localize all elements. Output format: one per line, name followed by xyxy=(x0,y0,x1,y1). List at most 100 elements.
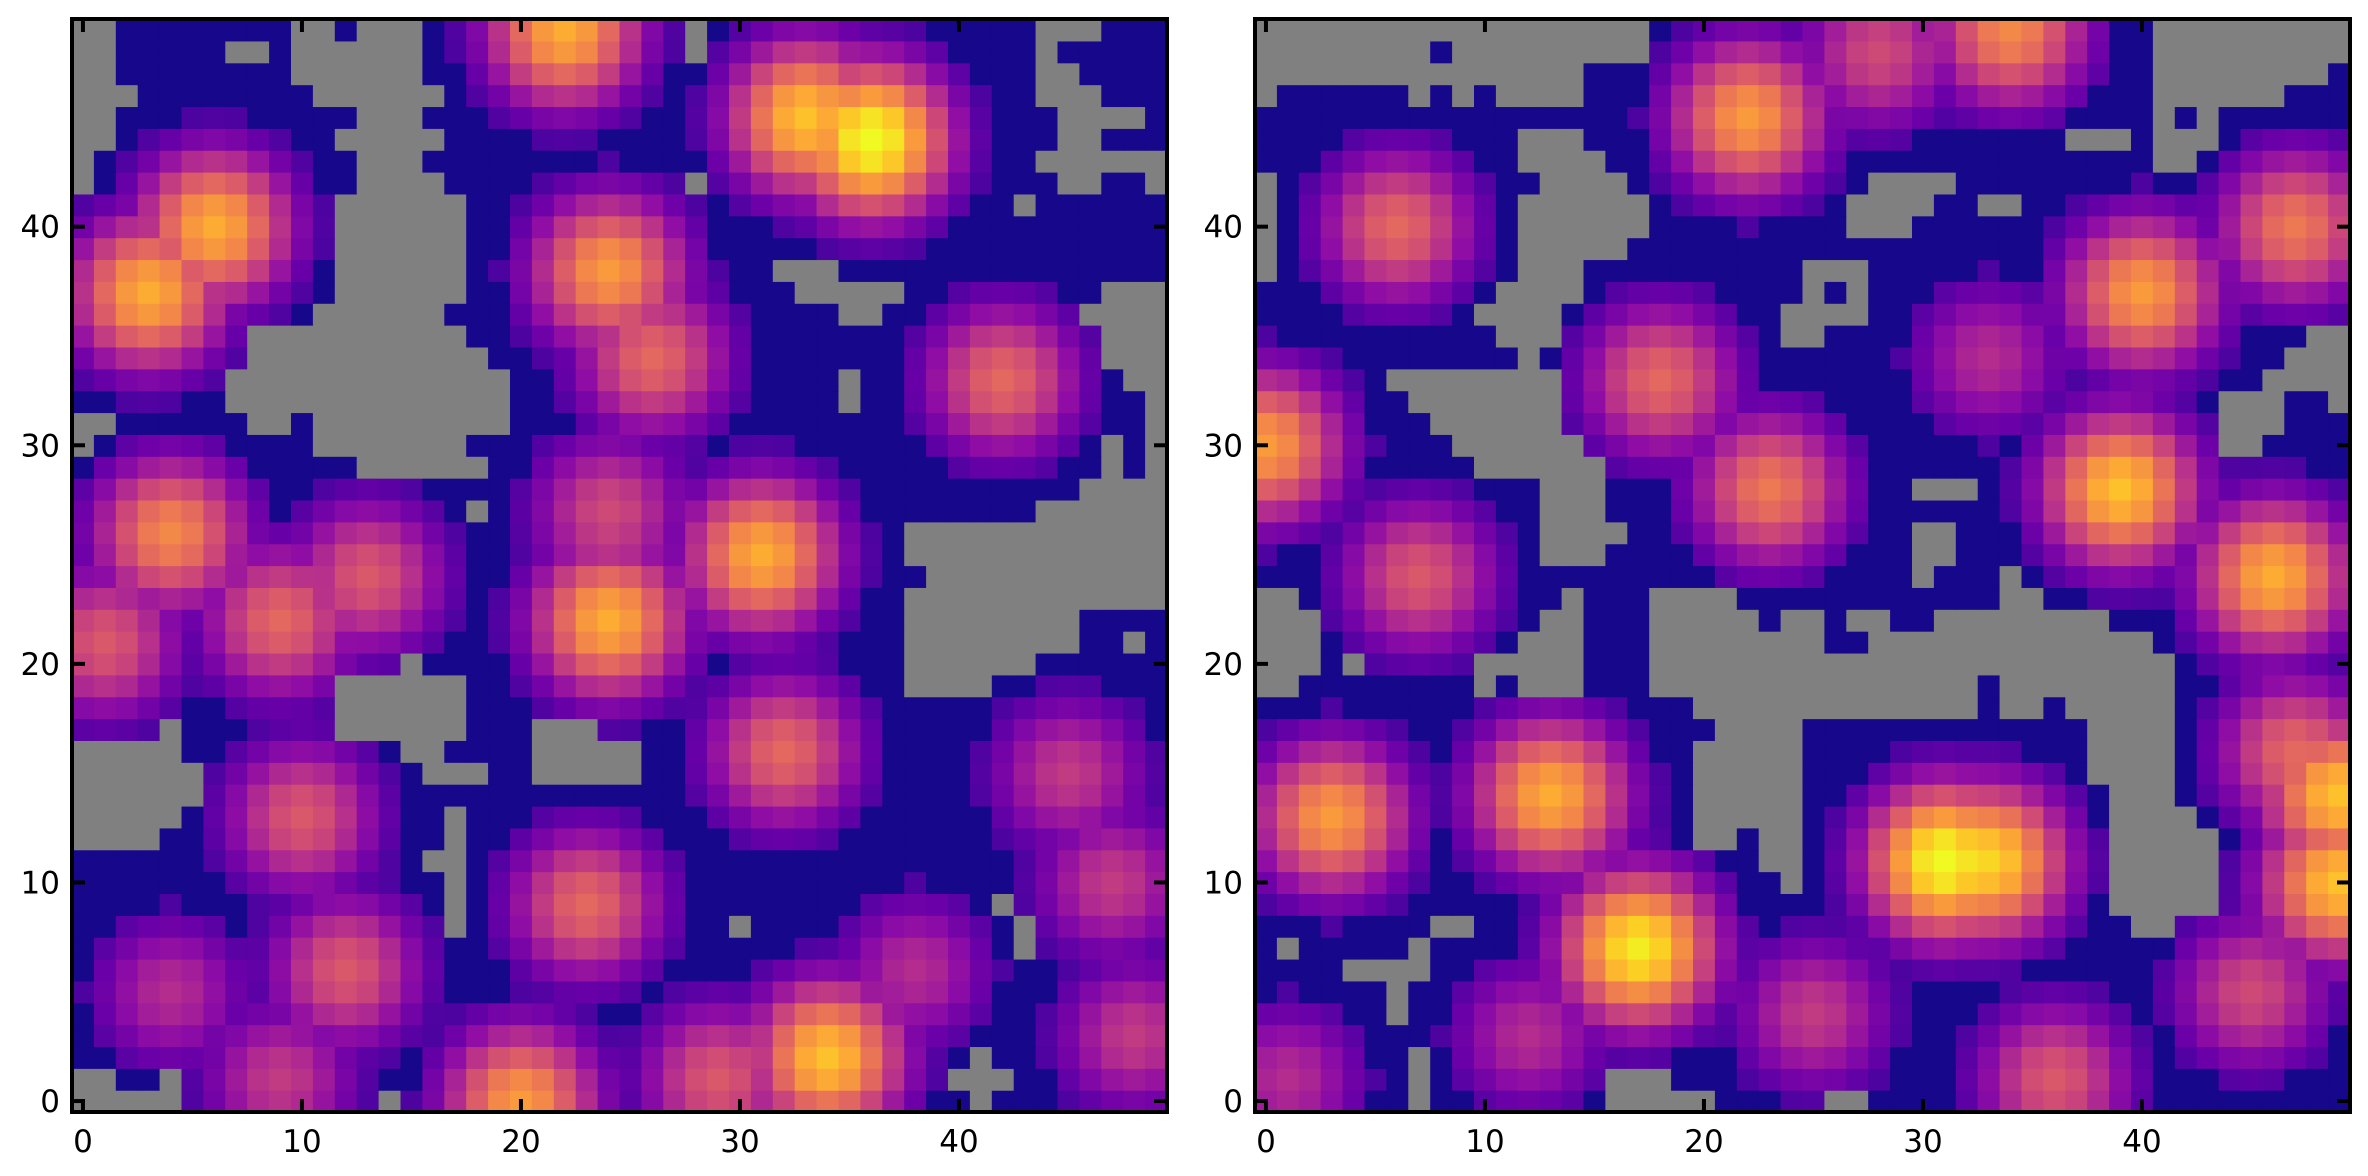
heatmap-cell xyxy=(553,915,577,938)
heatmap-cell xyxy=(1539,303,1563,326)
heatmap-cell xyxy=(1627,937,1650,960)
heatmap-cell xyxy=(772,762,796,785)
heatmap-cell xyxy=(1474,631,1497,654)
heatmap-cell xyxy=(1561,827,1585,851)
heatmap-cell xyxy=(1276,172,1300,195)
heatmap-cell xyxy=(641,106,664,129)
heatmap-cell xyxy=(1255,805,1278,829)
heatmap-cell xyxy=(1408,172,1431,195)
heatmap-cell xyxy=(772,696,796,720)
heatmap-cell xyxy=(466,456,489,479)
heatmap-cell xyxy=(553,543,577,567)
heatmap-cell xyxy=(1079,849,1102,873)
heatmap-cell xyxy=(1364,1068,1387,1091)
heatmap-cell xyxy=(641,827,664,851)
heatmap-cell xyxy=(1495,543,1519,567)
heatmap-cell xyxy=(1013,784,1037,807)
heatmap-cell xyxy=(1386,19,1409,42)
heatmap-cell xyxy=(1123,521,1146,545)
heatmap-cell xyxy=(1758,150,1782,173)
heatmap-cell xyxy=(1539,1002,1563,1026)
heatmap-cell xyxy=(203,762,226,785)
heatmap-cell xyxy=(1846,456,1869,479)
heatmap-cell xyxy=(2109,980,2132,1004)
heatmap-cell xyxy=(2087,718,2110,741)
heatmap-cell xyxy=(882,390,905,414)
heatmap-cell xyxy=(1517,805,1541,829)
heatmap-cell xyxy=(488,674,511,698)
heatmap-cell xyxy=(619,106,642,129)
heatmap-cell xyxy=(1386,937,1409,960)
heatmap-cell xyxy=(1255,325,1278,348)
heatmap-cell xyxy=(1101,718,1124,741)
heatmap-cell xyxy=(1474,1068,1497,1091)
heatmap-cell xyxy=(378,128,402,151)
heatmap-cell xyxy=(159,849,183,873)
heatmap-cell xyxy=(904,958,927,982)
heatmap-cell xyxy=(1517,740,1541,763)
heatmap-cell xyxy=(597,215,621,239)
heatmap-cell xyxy=(1758,172,1782,195)
heatmap-cell xyxy=(334,871,358,894)
heatmap-cell xyxy=(334,19,358,42)
heatmap-cell xyxy=(1320,980,1344,1004)
heatmap-cell xyxy=(1671,740,1694,763)
heatmap-cell xyxy=(969,871,993,894)
heatmap-cell xyxy=(1298,587,1322,610)
heatmap-cell xyxy=(991,303,1015,326)
heatmap-cell xyxy=(1342,740,1366,763)
heatmap-cell xyxy=(2065,193,2088,217)
heatmap-cell xyxy=(1977,915,2001,938)
heatmap-cell xyxy=(444,696,467,720)
heatmap-cell xyxy=(553,1090,577,1113)
heatmap-cell xyxy=(1035,40,1059,64)
heatmap-cell xyxy=(312,456,336,479)
heatmap-cell xyxy=(969,237,993,261)
heatmap-cell xyxy=(93,106,117,129)
heatmap-cell xyxy=(904,1002,927,1026)
heatmap-cell xyxy=(2131,412,2154,435)
heatmap-cell xyxy=(2152,740,2176,763)
heatmap-cell xyxy=(641,893,664,916)
heatmap-cell xyxy=(291,805,314,829)
heatmap-cell xyxy=(444,1090,467,1113)
heatmap-cell xyxy=(1539,499,1563,523)
heatmap-cell xyxy=(2240,543,2263,567)
heatmap-cell xyxy=(1758,390,1782,414)
heatmap-cell xyxy=(2262,893,2285,916)
heatmap-cell xyxy=(1627,1090,1650,1113)
heatmap-cell xyxy=(948,521,971,545)
heatmap-cell xyxy=(1868,259,1891,282)
heatmap-cell xyxy=(926,368,949,392)
heatmap-cell xyxy=(750,893,774,916)
heatmap-cell xyxy=(2240,740,2263,763)
heatmap-cell xyxy=(926,1024,949,1048)
heatmap-cell xyxy=(2306,631,2329,654)
heatmap-cell xyxy=(838,762,861,785)
heatmap-cell xyxy=(1627,128,1650,151)
heatmap-cell xyxy=(1693,150,1716,173)
heatmap-cell xyxy=(1714,893,1738,916)
heatmap-cell xyxy=(1539,40,1563,64)
heatmap-cell xyxy=(93,740,117,763)
heatmap-cell xyxy=(422,937,445,960)
heatmap-cell xyxy=(619,128,642,151)
heatmap-cell xyxy=(1846,543,1869,567)
heatmap-cell xyxy=(1955,718,1979,741)
heatmap-cell xyxy=(1408,827,1431,851)
heatmap-cell xyxy=(1517,718,1541,741)
heatmap-cell xyxy=(2174,281,2198,304)
heatmap-cell xyxy=(1671,368,1694,392)
heatmap-cell xyxy=(1780,718,1804,741)
heatmap-cell xyxy=(203,543,226,567)
heatmap-cell xyxy=(838,106,861,129)
heatmap-cell xyxy=(1802,346,1825,370)
heatmap-cell xyxy=(2284,346,2307,370)
heatmap-cell xyxy=(1758,478,1782,501)
heatmap-cell xyxy=(466,915,489,938)
heatmap-cell xyxy=(1780,40,1804,64)
heatmap-cell xyxy=(1342,565,1366,588)
heatmap-cell xyxy=(1999,805,2023,829)
heatmap-cell xyxy=(1758,1002,1782,1026)
